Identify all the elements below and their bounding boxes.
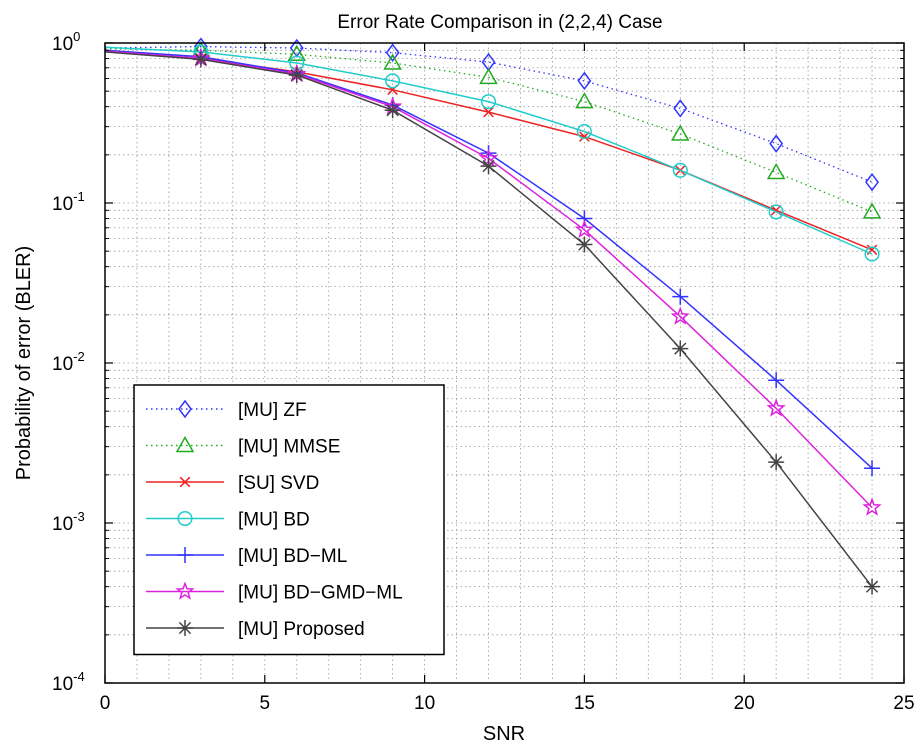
- y-tick-exponent: -1: [73, 189, 85, 204]
- series-layer: [104, 37, 882, 595]
- legend-marker: [178, 399, 192, 419]
- data-point: [576, 123, 592, 140]
- legend-marker: [177, 547, 193, 563]
- legend-entry: [SU] SVD: [146, 473, 319, 494]
- data-point: [288, 67, 305, 84]
- data-point: [479, 67, 498, 85]
- x-tick-label: 25: [893, 693, 914, 714]
- legend-label: [SU] SVD: [238, 473, 319, 494]
- legend-entry: [MU] BD−GMD−ML: [146, 581, 403, 604]
- data-point: [670, 306, 690, 325]
- x-tick-label: 20: [734, 693, 755, 714]
- data-point: [672, 288, 689, 305]
- data-point: [480, 94, 497, 110]
- legend-marker: [179, 476, 191, 488]
- data-point: [862, 497, 882, 516]
- legend-entry: [MU] Proposed: [146, 619, 365, 640]
- data-point: [385, 43, 400, 62]
- data-point: [864, 578, 881, 595]
- legend-label: [MU] Proposed: [238, 619, 365, 640]
- legend-entry: [MU] ZF: [146, 399, 307, 421]
- y-tick-exponent: -3: [73, 509, 85, 524]
- data-point: [766, 163, 786, 180]
- legend-label: [MU] ZF: [238, 400, 307, 421]
- data-point: [480, 158, 497, 175]
- ticks: 0 5 10 15 20 25 100 10-1 10-2 10-3 10-4: [52, 29, 915, 714]
- legend-entry: [MU] BD: [146, 510, 310, 531]
- data-point: [865, 172, 879, 192]
- x-tick-label: 0: [100, 693, 111, 714]
- legend-label: [MU] BD−ML: [238, 546, 347, 567]
- y-tick-label: 10-2: [52, 349, 85, 375]
- legend-box: [133, 384, 445, 656]
- data-point: [768, 204, 784, 220]
- y-tick-label: 10-1: [52, 189, 85, 215]
- data-point: [287, 44, 307, 62]
- legend: [MU] ZF [MU] MMSE [SU] SVD [MU] BD [MU] BD−M…: [133, 384, 445, 656]
- y-tick-exponent: -4: [73, 669, 85, 684]
- data-point: [384, 102, 401, 119]
- legend-entry: [MU] BD−ML: [146, 546, 347, 567]
- y-tick-label: 10-4: [52, 669, 85, 695]
- data-point: [385, 73, 401, 89]
- y-axis-label: Probability of error (BLER): [13, 246, 35, 481]
- data-point: [672, 162, 688, 178]
- series-mu-proposed: [104, 51, 881, 595]
- grid: [105, 43, 904, 683]
- data-point: [575, 92, 594, 109]
- data-point: [766, 398, 786, 417]
- x-axis-label: SNR: [483, 723, 525, 745]
- data-point: [864, 460, 881, 477]
- series-line: [104, 46, 873, 255]
- series-line: [104, 48, 873, 213]
- legend-label: [MU] BD−GMD−ML: [238, 583, 403, 604]
- data-point: [673, 99, 688, 118]
- legend-marker: [177, 620, 193, 636]
- data-point: [576, 210, 593, 227]
- series-mu-mmse: [104, 40, 882, 219]
- x-tick-label: 5: [260, 693, 271, 714]
- y-tick-exponent: -2: [73, 349, 85, 364]
- data-point: [576, 236, 593, 253]
- data-point: [864, 246, 880, 262]
- legend-label: [MU] MMSE: [238, 437, 340, 458]
- chart-title: Error Rate Comparison in (2,2,4) Case: [337, 12, 662, 33]
- data-point: [483, 106, 494, 118]
- data-point: [768, 372, 785, 389]
- data-point: [574, 219, 595, 239]
- x-tick-label: 10: [414, 693, 435, 714]
- data-point: [577, 71, 592, 91]
- data-point: [670, 124, 690, 141]
- y-tick-label: 100: [52, 29, 80, 55]
- legend-marker: [175, 435, 195, 453]
- y-tick-exponent: 0: [73, 29, 80, 44]
- legend-marker: [177, 510, 193, 527]
- data-point: [769, 134, 784, 153]
- data-point: [862, 202, 882, 219]
- data-point: [383, 53, 402, 70]
- legend-entry: [MU] MMSE: [146, 435, 340, 458]
- data-point: [672, 340, 689, 357]
- data-point: [768, 454, 785, 471]
- x-tick-label: 15: [574, 693, 595, 714]
- legend-marker: [175, 581, 195, 600]
- y-tick-label: 10-3: [52, 509, 85, 535]
- data-point: [192, 51, 209, 68]
- legend-label: [MU] BD: [238, 510, 310, 531]
